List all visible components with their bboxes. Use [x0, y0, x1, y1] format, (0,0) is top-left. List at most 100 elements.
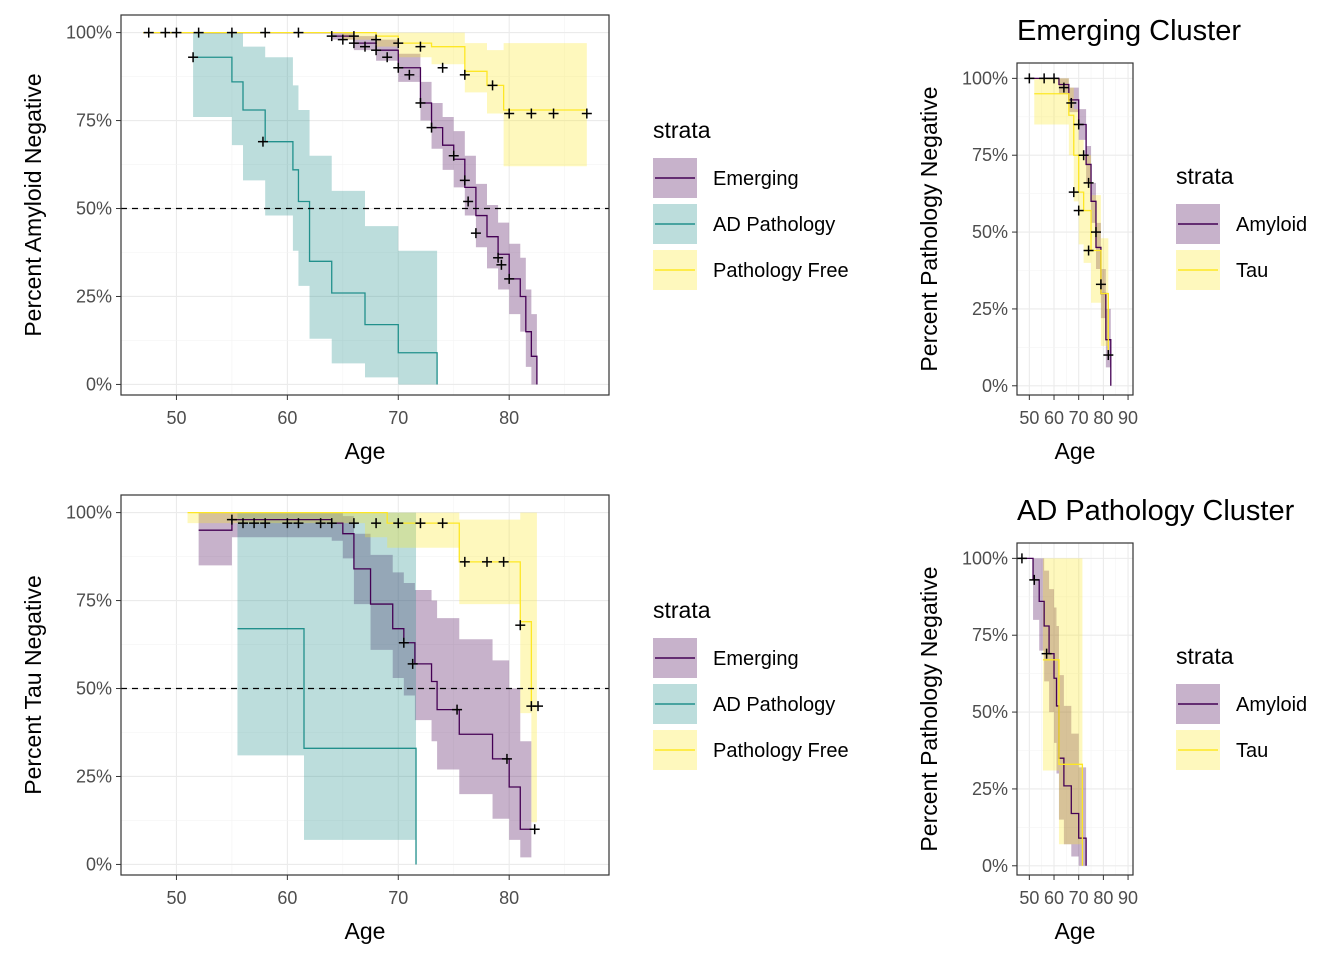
x-tick-label: 60: [277, 408, 297, 428]
y-tick-label: 75%: [76, 591, 112, 611]
y-tick-label: 0%: [982, 856, 1008, 876]
y-tick-label: 0%: [86, 854, 112, 874]
grid: [1016, 543, 1133, 875]
censor-mark: [143, 27, 154, 38]
censor-mark: [1068, 187, 1079, 198]
legend-item-amyloid: Amyloid: [1176, 684, 1307, 724]
censor-mark: [393, 518, 404, 529]
legend-item-tau: Tau: [1176, 250, 1268, 290]
chart-panel-1: 50 60 70 80 0% 25% 50% 75% 100% Age Percent Amyloi…: [20, 14, 849, 464]
censor-mark: [315, 518, 326, 529]
censor-mark: [348, 518, 359, 529]
ci-band-tau: [1034, 78, 1109, 380]
y-tick-label: 0%: [982, 376, 1008, 396]
legend-label: Pathology Free: [713, 740, 849, 762]
legend-title: strata: [653, 597, 711, 623]
x-axis-title: Age: [1055, 918, 1096, 944]
censor-mark: [1029, 574, 1040, 585]
ci-band-emerging: [143, 32, 537, 385]
x-tick-label: 70: [388, 408, 408, 428]
x-tick-label: 80: [1093, 888, 1113, 908]
censor-mark: [1083, 245, 1094, 256]
x-tick-label: 50: [1019, 888, 1039, 908]
censor-mark: [371, 34, 382, 45]
survival-line-ad-pathology: [237, 628, 417, 865]
censor-mark: [371, 45, 382, 56]
legend-title: strata: [1176, 163, 1234, 189]
censor-mark: [1024, 73, 1035, 84]
censor-mark: [1078, 150, 1089, 161]
censor-mark: [171, 27, 182, 38]
censor-mark: [501, 753, 512, 764]
censor-mark: [260, 27, 271, 38]
survival-line-tau: [1034, 93, 1109, 356]
censor-mark: [1103, 350, 1114, 361]
y-tick-label: 100%: [66, 23, 112, 43]
censor-mark: [581, 108, 592, 119]
y-tick-label: 100%: [66, 503, 112, 523]
censor-mark: [459, 175, 470, 186]
censor-mark: [260, 518, 271, 529]
legend: strata Amyloid Tau: [1176, 163, 1307, 290]
chart-panel-2: 50 60 70 80 90 0% 25% 50% 75% 100% Age Percent Path…: [916, 15, 1307, 464]
ci-band-ad-pathology: [237, 512, 417, 865]
censor-mark: [371, 518, 382, 529]
legend-item-pathology-free: Pathology Free: [653, 250, 849, 290]
censor-mark: [1095, 279, 1106, 290]
y-tick-label: 50%: [972, 702, 1008, 722]
x-tick-label: 80: [1093, 408, 1113, 428]
censor-mark: [470, 228, 481, 239]
censor-mark: [493, 252, 504, 263]
censor-mark: [293, 27, 304, 38]
plot-border: [120, 494, 610, 876]
x-tick-label: 90: [1118, 408, 1138, 428]
censor-mark: [337, 34, 348, 45]
plot-border: [1016, 62, 1134, 396]
censor-mark: [1058, 82, 1069, 93]
plot-background: [1017, 63, 1133, 395]
censor-mark: [282, 518, 293, 529]
censor-mark: [498, 556, 509, 567]
survival-line-ad-pathology: [193, 56, 438, 385]
y-tick-label: 25%: [972, 779, 1008, 799]
censor-mark: [293, 518, 304, 529]
censor-mark: [437, 518, 448, 529]
censor-mark: [1083, 177, 1094, 188]
chart-panel-3: 50 60 70 80 0% 25% 50% 75% 100% Age Percent Tau Ne…: [20, 494, 849, 944]
censor-mark: [1073, 119, 1084, 130]
legend-item-ad-pathology: AD Pathology: [653, 204, 835, 244]
censor-mark: [1039, 73, 1050, 84]
censor-mark: [482, 556, 492, 567]
y-axis-title: Percent Tau Negative: [20, 575, 46, 795]
censor-mark: [415, 41, 426, 52]
censor-mark: [257, 136, 268, 147]
censor-mark: [415, 518, 426, 529]
censor-mark: [326, 31, 337, 42]
y-tick-label: 75%: [972, 145, 1008, 165]
censor-mark: [188, 52, 199, 63]
chart-panel-4: 50 60 70 80 90 0% 25% 50% 75% 100% Age Percent Path…: [916, 495, 1307, 944]
censor-mark: [249, 518, 260, 529]
censor-mark: [529, 824, 540, 835]
censor-mark: [415, 97, 426, 108]
x-tick-label: 50: [1019, 408, 1039, 428]
censor-mark: [326, 518, 337, 529]
ci-band-tau: [1042, 558, 1083, 866]
censor-mark: [459, 69, 470, 80]
legend-item-amyloid: Amyloid: [1176, 204, 1307, 244]
x-tick-label: 80: [499, 888, 519, 908]
censor-mark: [238, 518, 248, 529]
censor-mark: [548, 108, 559, 119]
legend-title: strata: [1176, 643, 1234, 669]
y-tick-label: 100%: [962, 68, 1008, 88]
censor-mark: [382, 52, 393, 63]
legend: strata Emerging AD Pathology Pathology Free: [653, 597, 849, 770]
y-tick-label: 50%: [972, 222, 1008, 242]
censor-mark: [504, 273, 515, 284]
censor-mark: [407, 658, 418, 669]
ci-band-emerging: [198, 512, 532, 858]
plot-border: [1016, 542, 1134, 876]
legend-item-ad-pathology: AD Pathology: [653, 684, 835, 724]
legend-label: Amyloid: [1236, 214, 1307, 236]
